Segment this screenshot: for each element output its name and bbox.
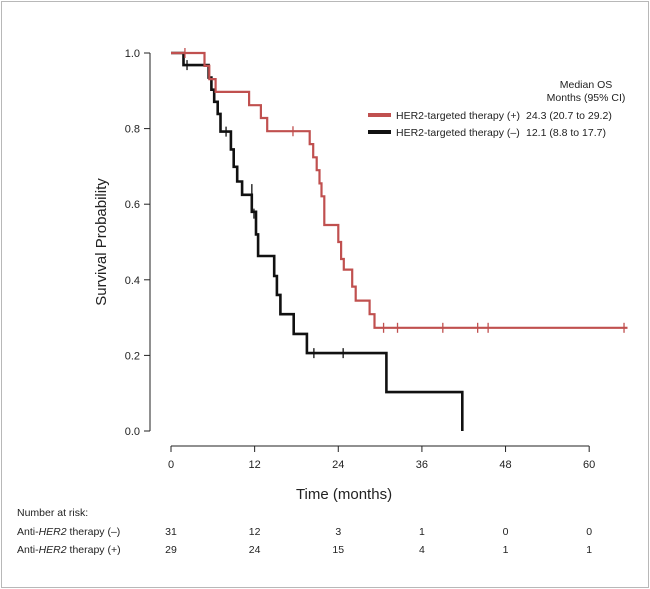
x-tick-label: 48 (499, 459, 511, 471)
risk-value: 0 (503, 526, 509, 538)
legend-value-her2-positive: 24.3 (20.7 to 29.2) (526, 110, 612, 122)
y-tick-label: 0.6 (125, 199, 140, 211)
risk-value: 24 (249, 544, 261, 556)
legend-label-her2-positive: HER2-targeted therapy (+) (396, 110, 520, 122)
survival-curve-her2-positive (171, 51, 628, 329)
risk-row-label-positive: Anti-HER2 therapy (+) (17, 544, 121, 556)
x-tick-label: 0 (168, 459, 174, 471)
legend-value-her2-negative: 12.1 (8.8 to 17.7) (526, 127, 606, 139)
y-tick-label: 1.0 (125, 48, 140, 60)
risk-value: 1 (586, 544, 592, 556)
risk-value: 12 (249, 526, 261, 538)
risk-row-label-negative: Anti-HER2 therapy (–) (17, 526, 120, 538)
risk-value: 0 (586, 526, 592, 538)
number-at-risk-table: Number at risk: Anti-HER2 therapy (–) An… (17, 507, 592, 556)
y-tick-label: 0.2 (125, 350, 140, 362)
legend-header-line2: Months (95% CI) (547, 92, 626, 104)
x-tick-label: 36 (416, 459, 428, 471)
risk-value: 15 (332, 544, 344, 556)
y-axis-title: Survival Probability (93, 178, 110, 306)
y-tick-label: 0.0 (125, 426, 140, 438)
x-tick-label: 24 (332, 459, 344, 471)
legend-label-her2-negative: HER2-targeted therapy (–) (396, 127, 520, 139)
risk-value: 4 (419, 544, 425, 556)
legend-header-line1: Median OS (560, 79, 613, 91)
risk-value: 31 (165, 526, 177, 538)
risk-value: 1 (503, 544, 509, 556)
y-tick-label: 0.4 (125, 275, 140, 287)
risk-value: 1 (419, 526, 425, 538)
risk-table-title: Number at risk: (17, 507, 88, 519)
x-tick-label: 12 (249, 459, 261, 471)
x-tick-label: 60 (583, 459, 595, 471)
legend: Median OS Months (95% CI) HER2-targeted … (368, 79, 625, 139)
risk-value: 3 (335, 526, 341, 538)
plot-area (171, 48, 628, 431)
survival-curve-her2-negative (171, 51, 464, 431)
y-tick-label: 0.8 (125, 124, 140, 136)
risk-values: 31 12 3 1 0 029 24 15 4 1 1 (165, 526, 592, 556)
axes: 0 12 24 36 48 60 0.0 0.2 0.4 0.6 0.8 1.0 (125, 48, 596, 471)
risk-value: 29 (165, 544, 177, 556)
x-axis-title: Time (months) (296, 486, 392, 503)
